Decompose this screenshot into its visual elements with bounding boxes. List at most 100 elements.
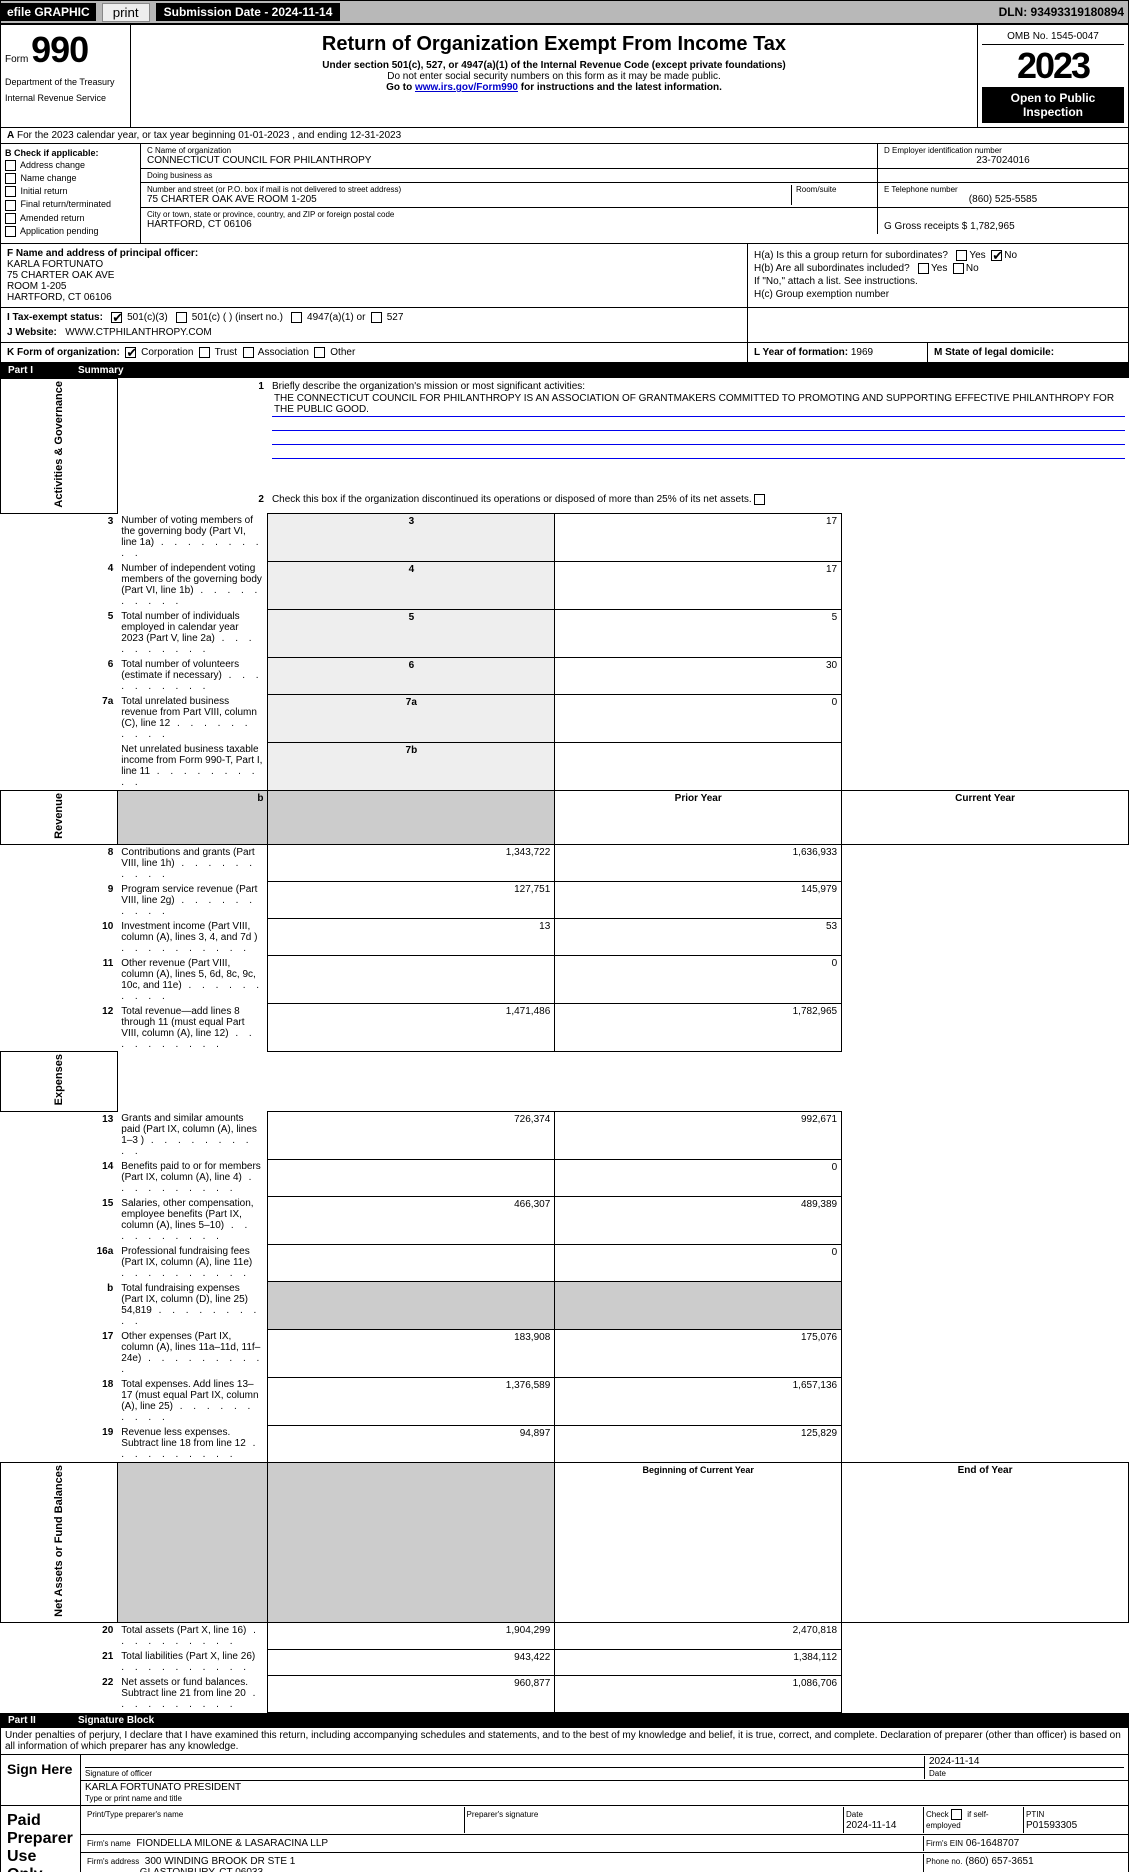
- org-name-label: C Name of organization: [147, 146, 871, 155]
- form-subtitle-2: Do not enter social security numbers on …: [135, 71, 973, 82]
- b-checkbox-3[interactable]: [5, 200, 16, 211]
- q2-checkbox[interactable]: [754, 494, 765, 505]
- summary-row: 3Number of voting members of the governi…: [1, 513, 1129, 561]
- officer-label: F Name and address of principal officer:: [7, 248, 198, 259]
- financial-row: 17Other expenses (Part IX, column (A), l…: [1, 1329, 1129, 1377]
- city-label: City or town, state or province, country…: [147, 210, 871, 219]
- open-inspection: Open to Public Inspection: [982, 87, 1124, 123]
- website-value: WWW.CTPHILANTHROPY.COM: [65, 327, 211, 338]
- dln-number: DLN: 93493319180894: [999, 5, 1128, 19]
- self-employed-checkbox[interactable]: [951, 1809, 962, 1820]
- part2-header: Part II Signature Block: [0, 1713, 1129, 1728]
- mission-text: THE CONNECTICUT COUNCIL FOR PHILANTHROPY…: [272, 392, 1125, 417]
- b-check-item: Final return/terminated: [5, 199, 136, 210]
- phone-value: (860) 525-5585: [884, 194, 1122, 205]
- financial-row: 13Grants and similar amounts paid (Part …: [1, 1111, 1129, 1159]
- prior-year-head: Prior Year: [555, 791, 842, 845]
- dept-treasury: Department of the Treasury: [5, 77, 126, 87]
- tax-exempt-row: I Tax-exempt status: 501(c)(3) 501(c) ( …: [7, 312, 741, 323]
- 501c3-checkbox[interactable]: [111, 312, 122, 323]
- section-fh: F Name and address of principal officer:…: [0, 244, 1129, 308]
- side-net: Net Assets or Fund Balances: [1, 1463, 118, 1623]
- b-check-item: Address change: [5, 160, 136, 171]
- b-checkbox-1[interactable]: [5, 173, 16, 184]
- form-number: 990: [31, 29, 88, 70]
- b-checkbox-0[interactable]: [5, 160, 16, 171]
- financial-row: 21Total liabilities (Part X, line 26)943…: [1, 1649, 1129, 1675]
- paid-preparer-label: Paid Preparer Use Only: [1, 1806, 81, 1872]
- financial-row: 18Total expenses. Add lines 13–17 (must …: [1, 1377, 1129, 1425]
- 4947-checkbox[interactable]: [291, 312, 302, 323]
- gross-receipts-label: G Gross receipts $: [884, 221, 967, 232]
- org-name: CONNECTICUT COUNCIL FOR PHILANTHROPY: [147, 155, 871, 166]
- street-label: Number and street (or P.O. box if mail i…: [147, 185, 791, 194]
- dba-label: Doing business as: [147, 171, 871, 180]
- 527-checkbox[interactable]: [371, 312, 382, 323]
- b-checkbox-5[interactable]: [5, 226, 16, 237]
- submission-date: Submission Date - 2024-11-14: [156, 3, 341, 21]
- city-value: HARTFORD, CT 06106: [147, 219, 871, 230]
- gross-receipts-value: 1,782,965: [970, 221, 1015, 232]
- line-a: A For the 2023 calendar year, or tax yea…: [0, 128, 1129, 144]
- financial-row: 14Benefits paid to or for members (Part …: [1, 1159, 1129, 1196]
- section-bcdeg: B Check if applicable: Address change Na…: [0, 144, 1129, 244]
- efile-label: efile GRAPHIC: [1, 3, 96, 21]
- current-year-head: Current Year: [842, 791, 1129, 845]
- summary-row: Net unrelated business taxable income fr…: [1, 742, 1129, 791]
- financial-row: 19Revenue less expenses. Subtract line 1…: [1, 1425, 1129, 1463]
- financial-row: 8Contributions and grants (Part VIII, li…: [1, 844, 1129, 882]
- street-value: 75 CHARTER OAK AVE ROOM 1-205: [147, 194, 791, 205]
- website-row: J Website: WWW.CTPHILANTHROPY.COM: [7, 327, 741, 338]
- financial-row: 9Program service revenue (Part VIII, lin…: [1, 882, 1129, 919]
- top-bar: efile GRAPHIC print Submission Date - 20…: [0, 0, 1129, 24]
- part1-header: Part I Summary: [0, 363, 1129, 378]
- sign-section: Sign Here Signature of officer 2024-11-1…: [0, 1755, 1129, 1806]
- summary-row: 4Number of independent voting members of…: [1, 561, 1129, 609]
- print-button[interactable]: print: [102, 3, 150, 22]
- trust-checkbox[interactable]: [199, 347, 210, 358]
- financial-row: 16aProfessional fundraising fees (Part I…: [1, 1244, 1129, 1281]
- side-governance: Activities & Governance: [1, 379, 118, 514]
- firm-phone: (860) 657-3651: [965, 1856, 1033, 1867]
- hb-no-checkbox[interactable]: [953, 263, 964, 274]
- form-subtitle-3: Go to www.irs.gov/Form990 for instructio…: [135, 82, 973, 93]
- begin-year-head: Beginning of Current Year: [555, 1463, 842, 1623]
- financial-row: 11Other revenue (Part VIII, column (A), …: [1, 956, 1129, 1004]
- sign-date: 2024-11-14: [929, 1756, 1124, 1768]
- financial-row: 20Total assets (Part X, line 16)1,904,29…: [1, 1623, 1129, 1650]
- 501c-checkbox[interactable]: [176, 312, 187, 323]
- hb-yes-checkbox[interactable]: [918, 263, 929, 274]
- other-checkbox[interactable]: [314, 347, 325, 358]
- year-formation: 1969: [851, 347, 873, 358]
- corp-checkbox[interactable]: [125, 347, 136, 358]
- ptin-value: P01593305: [1026, 1820, 1077, 1831]
- hb-note: If "No," attach a list. See instructions…: [754, 276, 1122, 287]
- tax-year: 2023: [982, 45, 1124, 87]
- financial-row: 15Salaries, other compensation, employee…: [1, 1196, 1129, 1244]
- ein-label: D Employer identification number: [884, 146, 1122, 155]
- ha-row: H(a) Is this a group return for subordin…: [754, 250, 1122, 261]
- ha-no-checkbox[interactable]: [991, 250, 1002, 261]
- b-check-item: Application pending: [5, 226, 136, 237]
- officer-addr2: ROOM 1-205: [7, 281, 66, 292]
- form990-link[interactable]: www.irs.gov/Form990: [415, 82, 518, 93]
- omb-number: OMB No. 1545-0047: [982, 29, 1124, 45]
- b-checkbox-4[interactable]: [5, 213, 16, 224]
- form-word: Form: [5, 54, 28, 65]
- dept-irs: Internal Revenue Service: [5, 93, 126, 103]
- officer-name: KARLA FORTUNATO: [7, 259, 103, 270]
- form-header: Form 990 Department of the Treasury Inte…: [0, 24, 1129, 128]
- b-check-item: Amended return: [5, 213, 136, 224]
- col-b-checks: B Check if applicable: Address change Na…: [1, 144, 141, 243]
- firm-addr1: 300 WINDING BROOK DR STE 1: [145, 1856, 296, 1867]
- financial-row: 12Total revenue—add lines 8 through 11 (…: [1, 1004, 1129, 1052]
- ha-yes-checkbox[interactable]: [956, 250, 967, 261]
- financial-row: bTotal fundraising expenses (Part IX, co…: [1, 1281, 1129, 1329]
- b-checkbox-2[interactable]: [5, 186, 16, 197]
- side-revenue: Revenue: [1, 791, 118, 845]
- financial-row: 10Investment income (Part VIII, column (…: [1, 919, 1129, 956]
- phone-label: E Telephone number: [884, 185, 1122, 194]
- assoc-checkbox[interactable]: [243, 347, 254, 358]
- firm-addr2: GLASTONBURY, CT 06033: [140, 1867, 263, 1872]
- firm-ein: 06-1648707: [966, 1838, 1019, 1849]
